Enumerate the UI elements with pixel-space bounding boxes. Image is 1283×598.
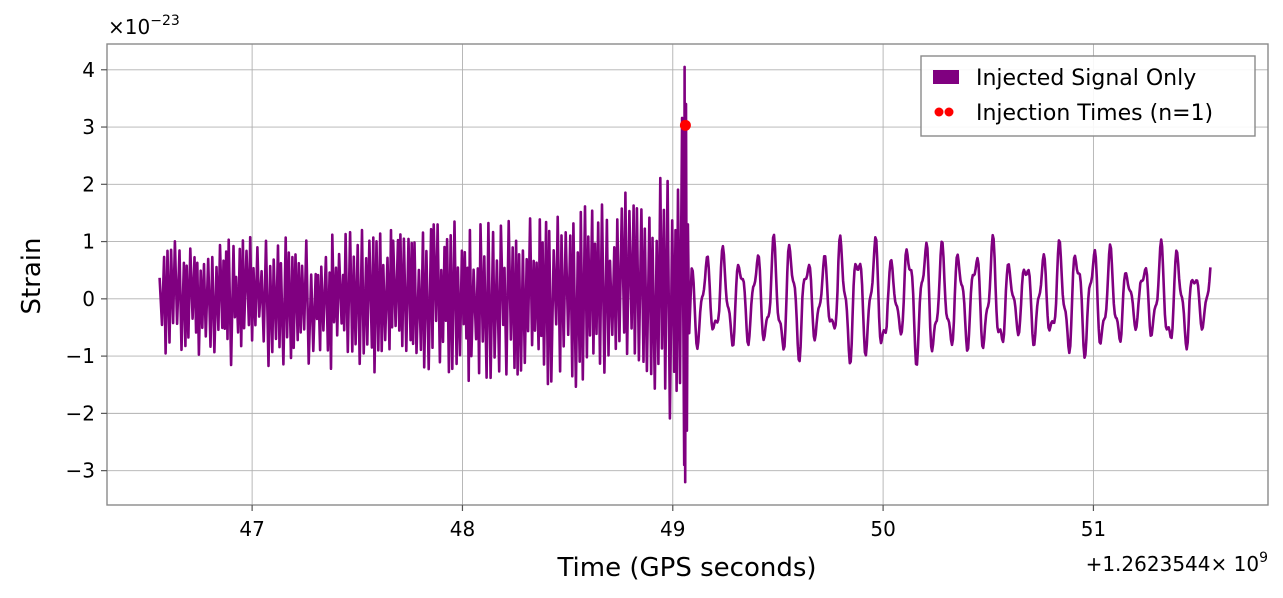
x-tick-label: 51 [1081,517,1106,541]
legend-marker-injection-times [934,107,944,117]
x-axis-offset: +1.2623544× 109 [1086,550,1268,576]
y-tick-label: 1 [82,230,95,254]
legend-marker-injection-times [944,107,954,117]
legend-swatch-injected-signal [933,70,959,84]
x-offset-power-exponent: 9 [1259,550,1268,566]
x-tick-label: 48 [450,517,475,541]
injection-time-marker [679,119,691,131]
x-axis-ticks: 47 48 49 50 51 [239,505,1106,541]
plot-frame [106,43,1269,506]
y-tick-label: 3 [82,115,95,139]
series-injected-signal [158,65,1212,484]
legend-label-injection-times: Injection Times (n=1) [976,101,1213,126]
y-tick-label: 0 [82,287,95,311]
y-tick-label: −1 [66,344,95,368]
y-tick-label: −2 [66,401,95,425]
x-tick-label: 49 [660,517,685,541]
legend-box [920,55,1256,137]
series-line-injected-signal-only [158,65,1212,484]
y-multiplier-base: ×10 [108,15,150,39]
series-injection-times [679,119,691,131]
legend-label-injected-signal: Injected Signal Only [976,66,1196,91]
y-axis-multiplier: ×10−23 [108,13,180,39]
x-tick-label: 47 [239,517,264,541]
y-tick-label: 4 [82,58,95,82]
y-multiplier-exponent: −23 [150,13,180,29]
y-axis-ticks: −3 −2 −1 0 1 2 3 4 [66,58,107,483]
y-tick-label: −3 [66,459,95,483]
x-offset-power-base: × 10 [1211,552,1260,576]
y-axis-label: Strain [17,237,47,314]
x-offset-text: +1.2623544 [1086,552,1211,576]
x-tick-label: 50 [870,517,895,541]
legend: Injected Signal Only Injection Times (n=… [920,55,1256,137]
x-axis-label: Time (GPS seconds) [556,553,816,583]
y-tick-label: 2 [82,172,95,196]
